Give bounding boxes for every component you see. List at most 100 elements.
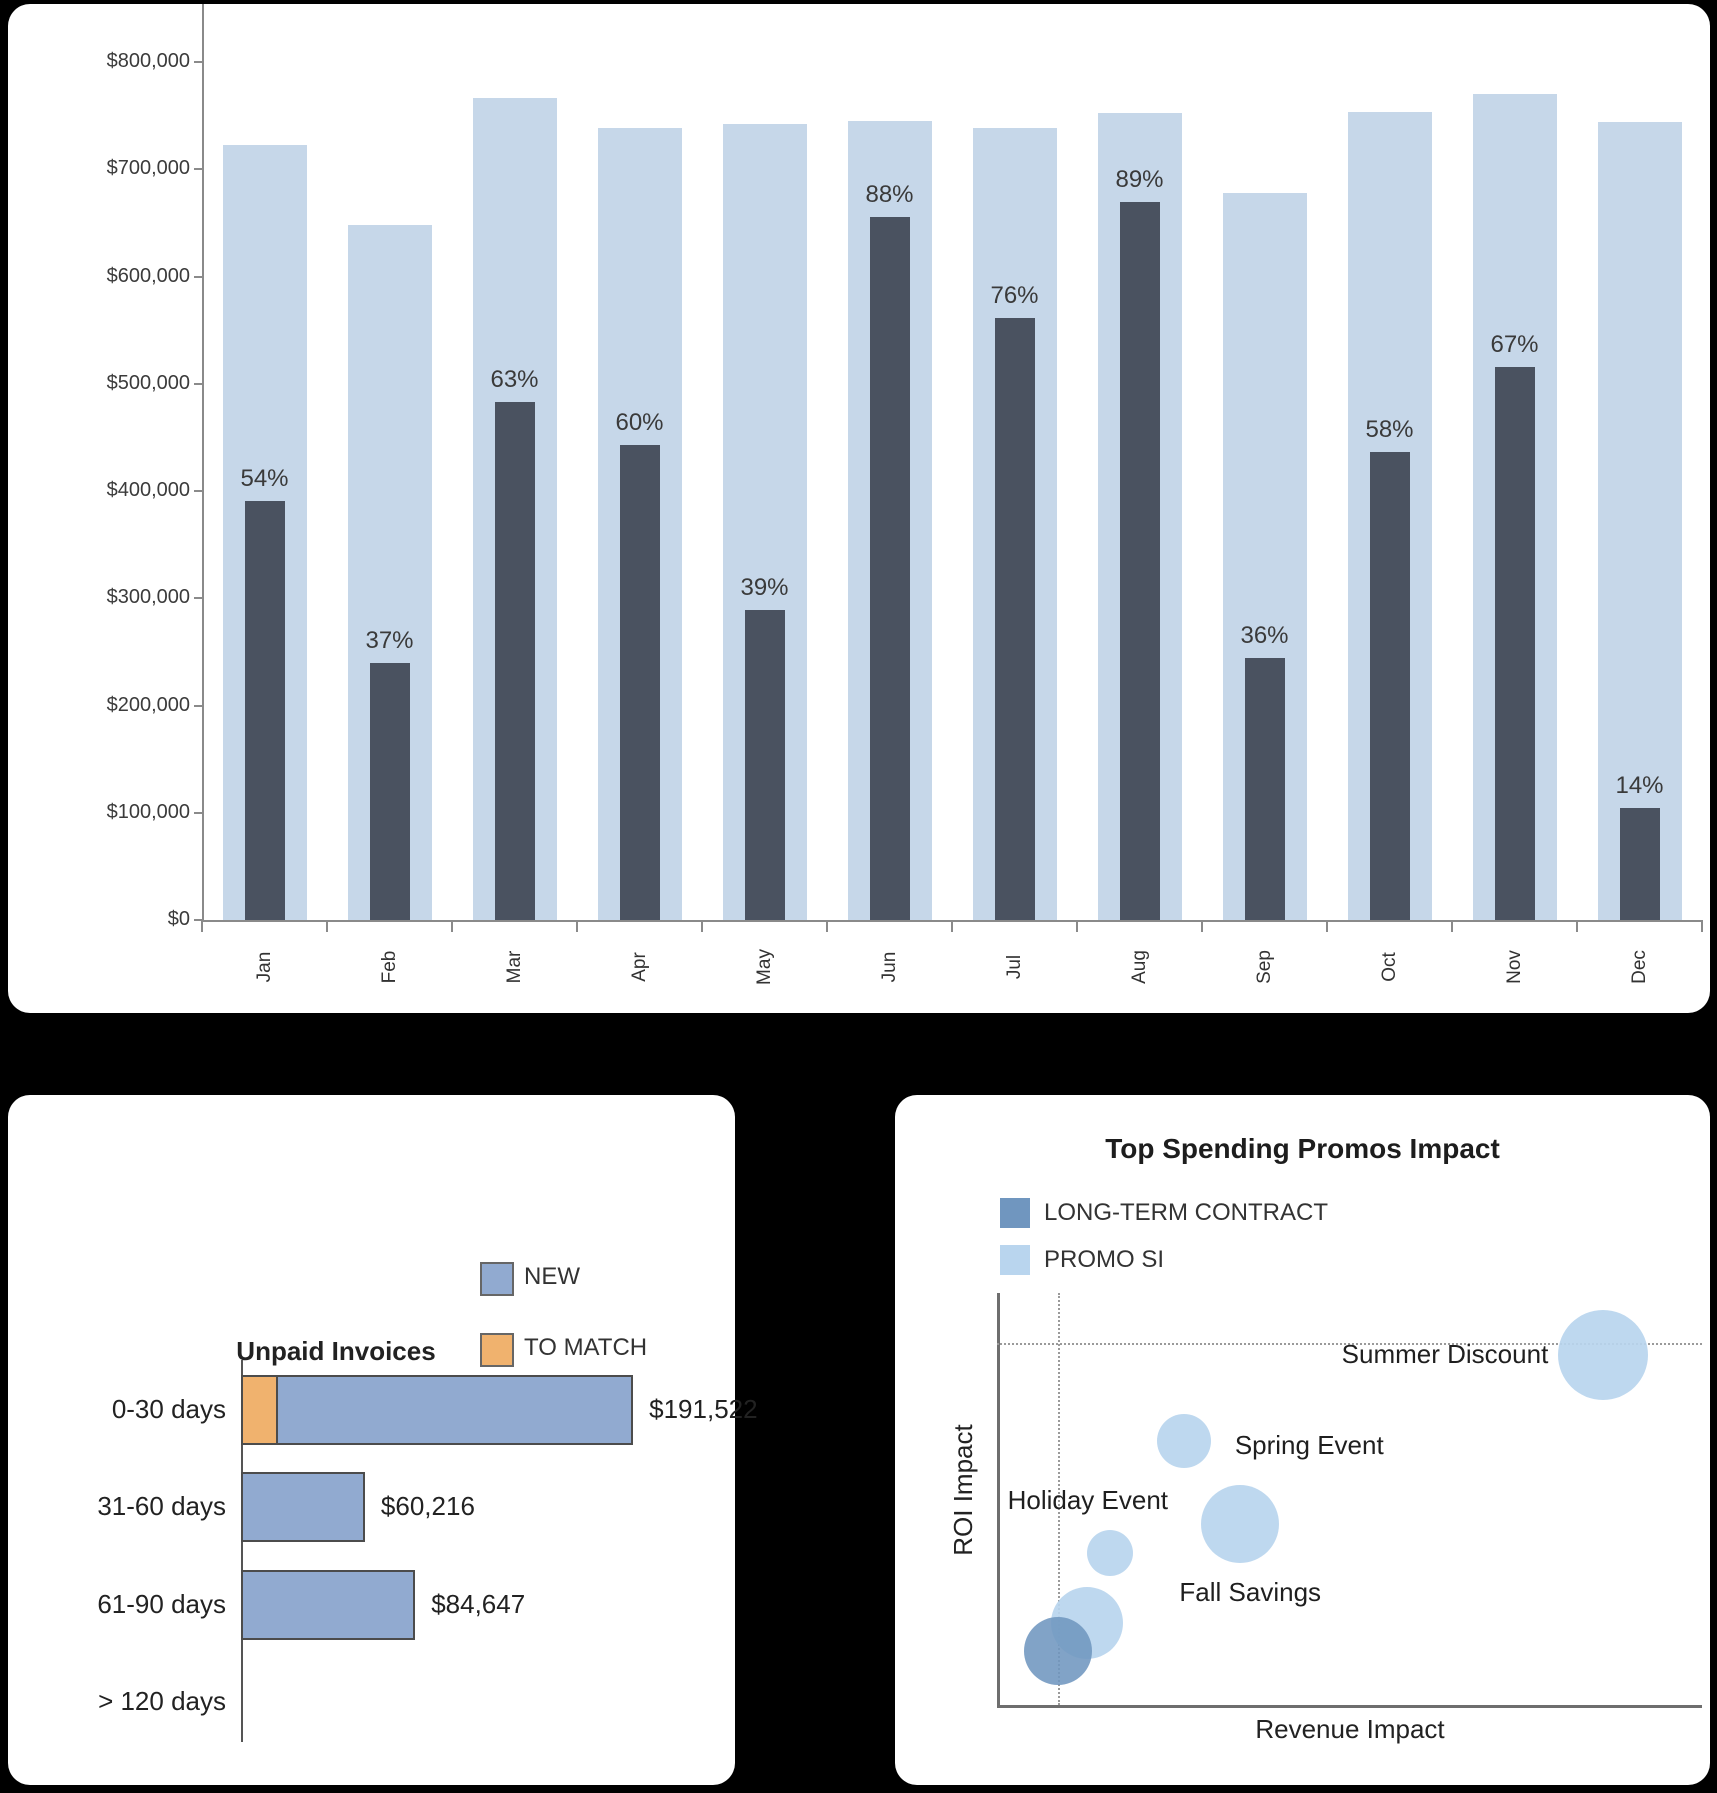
achieved-bar-dec[interactable]: [1619, 808, 1660, 920]
unpaid-invoices-card: Unpaid Invoices NEW TO MATCH 0-30 days $191…: [8, 1095, 758, 1785]
total-bar-dec[interactable]: [1597, 122, 1682, 920]
month-label-nov: Nov: [1503, 950, 1525, 984]
legend-swatch-to-match: [480, 1333, 514, 1367]
achieved-bar-may[interactable]: [744, 609, 785, 920]
x-tick-mark: [826, 920, 828, 932]
legend-label-to-match: TO MATCH: [524, 1334, 648, 1361]
month-label-apr: Apr: [628, 952, 650, 982]
bubble-label-summer-discount: Summer Discount: [1341, 1338, 1549, 1369]
value-label-61-90-days: $84,647: [431, 1589, 526, 1619]
achieved-bar-oct[interactable]: [1369, 451, 1410, 920]
achieved-bar-sep[interactable]: [1244, 658, 1285, 920]
y-tick-label-800-000: $800,000: [106, 50, 190, 72]
bubble-summer-discount[interactable]: [1558, 1309, 1649, 1400]
y-tick-mark: [194, 490, 202, 492]
achieved-bar-jan[interactable]: [244, 501, 285, 920]
bubble-long-term-contract-bubble[interactable]: [1024, 1617, 1093, 1686]
bubble-fall-savings[interactable]: [1201, 1484, 1280, 1563]
y-tick-mark: [194, 61, 202, 63]
x-tick-mark: [326, 920, 328, 932]
pct-label-apr: 60%: [615, 409, 664, 437]
legend-swatch-new: [480, 1262, 514, 1296]
x-axis-line: [997, 1705, 1702, 1708]
y-tick-mark: [194, 275, 202, 278]
x-tick-mark: [1576, 920, 1578, 932]
month-label-oct: Oct: [1378, 952, 1400, 982]
achieved-bar-jul[interactable]: [994, 318, 1035, 920]
pct-label-jan: 54%: [240, 465, 289, 493]
y-tick-mark: [194, 382, 202, 385]
x-tick-mark: [1326, 920, 1328, 932]
x-tick-mark: [576, 920, 578, 932]
y-tick-label-500-000: $500,000: [106, 371, 190, 394]
pct-label-nov: 67%: [1490, 330, 1539, 358]
month-label-sep: Sep: [1253, 950, 1275, 984]
bar-to-match-0-30-days[interactable]: [241, 1375, 279, 1445]
bubble-label-spring-event: Spring Event: [1234, 1430, 1384, 1461]
promos-impact-title: Top Spending Promos Impact: [1105, 1133, 1500, 1164]
value-label-0-30-days: $191,522: [649, 1394, 758, 1424]
achieved-bar-feb[interactable]: [369, 662, 410, 920]
bubble-label-holiday-event: Holiday Event: [1007, 1484, 1168, 1515]
x-tick-mark: [451, 920, 453, 932]
y-tick-mark: [194, 597, 202, 600]
pct-label-aug: 89%: [1115, 166, 1164, 194]
month-label-may: May: [753, 949, 775, 985]
month-label-mar: Mar: [503, 950, 525, 984]
pct-label-oct: 58%: [1365, 415, 1414, 443]
legend-label-long-term-contract: LONG-TERM CONTRACT: [1044, 1199, 1328, 1226]
achieved-bar-jun[interactable]: [869, 216, 910, 920]
bubble-holiday-event[interactable]: [1086, 1529, 1133, 1576]
pct-label-feb: 37%: [365, 626, 414, 654]
month-label-feb: Feb: [378, 950, 400, 984]
month-label-aug: Aug: [1128, 950, 1150, 984]
legend-swatch-promo-si: [1000, 1245, 1030, 1275]
y-tick-label-300-000: $300,000: [106, 586, 190, 609]
achieved-bar-mar[interactable]: [494, 402, 535, 920]
y-tick-mark: [194, 168, 202, 171]
legend-label-promo-si: PROMO SI: [1044, 1246, 1165, 1273]
bar-new-61-90-days[interactable]: [241, 1570, 416, 1640]
achieved-bar-aug[interactable]: [1119, 202, 1160, 920]
x-tick-mark: [201, 920, 203, 932]
pct-label-mar: 63%: [490, 366, 539, 394]
y-tick-mark: [194, 704, 202, 707]
achieved-bar-apr[interactable]: [619, 445, 660, 920]
category-label-31-60-days: 31-60 days: [97, 1491, 226, 1521]
x-tick-mark: [1451, 920, 1453, 932]
pct-label-jun: 88%: [865, 180, 914, 208]
y-tick-label-700-000: $700,000: [106, 157, 190, 180]
y-tick-label-100-000: $100,000: [106, 800, 190, 823]
promos-impact-card: Top Spending Promos Impact ROI Impact Re…: [895, 1095, 1710, 1785]
pct-label-jul: 76%: [990, 282, 1039, 310]
bar-new-0-30-days[interactable]: [276, 1375, 634, 1445]
month-label-jan: Jan: [253, 951, 275, 983]
y-tick-label-0: $0: [167, 908, 190, 930]
y-tick-label-200-000: $200,000: [106, 693, 190, 716]
y-tick-mark: [194, 811, 202, 814]
category-label-120-days: > 120 days: [98, 1686, 226, 1716]
bar-new-31-60-days[interactable]: [241, 1472, 365, 1542]
x-tick-mark: [1201, 920, 1203, 932]
x-tick-mark: [1076, 920, 1078, 932]
pct-label-dec: 14%: [1615, 772, 1664, 800]
unpaid-invoices-title: Unpaid Invoices: [236, 1336, 436, 1366]
month-label-jul: Jul: [1003, 954, 1025, 980]
y-tick-label-400-000: $400,000: [106, 479, 190, 501]
category-axis-line: [241, 1360, 243, 1742]
pct-label-sep: 36%: [1240, 622, 1289, 650]
y-axis-line: [997, 1293, 1000, 1708]
achieved-bar-nov[interactable]: [1494, 366, 1535, 920]
legend-label-new: NEW: [524, 1263, 580, 1290]
x-tick-mark: [701, 920, 703, 932]
reference-line-vertical: [1058, 1293, 1061, 1705]
y-axis-line: [202, 4, 204, 922]
pct-label-may: 39%: [740, 573, 789, 601]
month-label-dec: Dec: [1628, 950, 1650, 984]
y-tick-label-600-000: $600,000: [106, 264, 190, 287]
revenue-impact-axis-label: Revenue Impact: [1255, 1714, 1445, 1744]
bubble-spring-event[interactable]: [1156, 1414, 1211, 1469]
x-tick-mark: [1701, 920, 1703, 932]
month-label-jun: Jun: [878, 951, 900, 983]
